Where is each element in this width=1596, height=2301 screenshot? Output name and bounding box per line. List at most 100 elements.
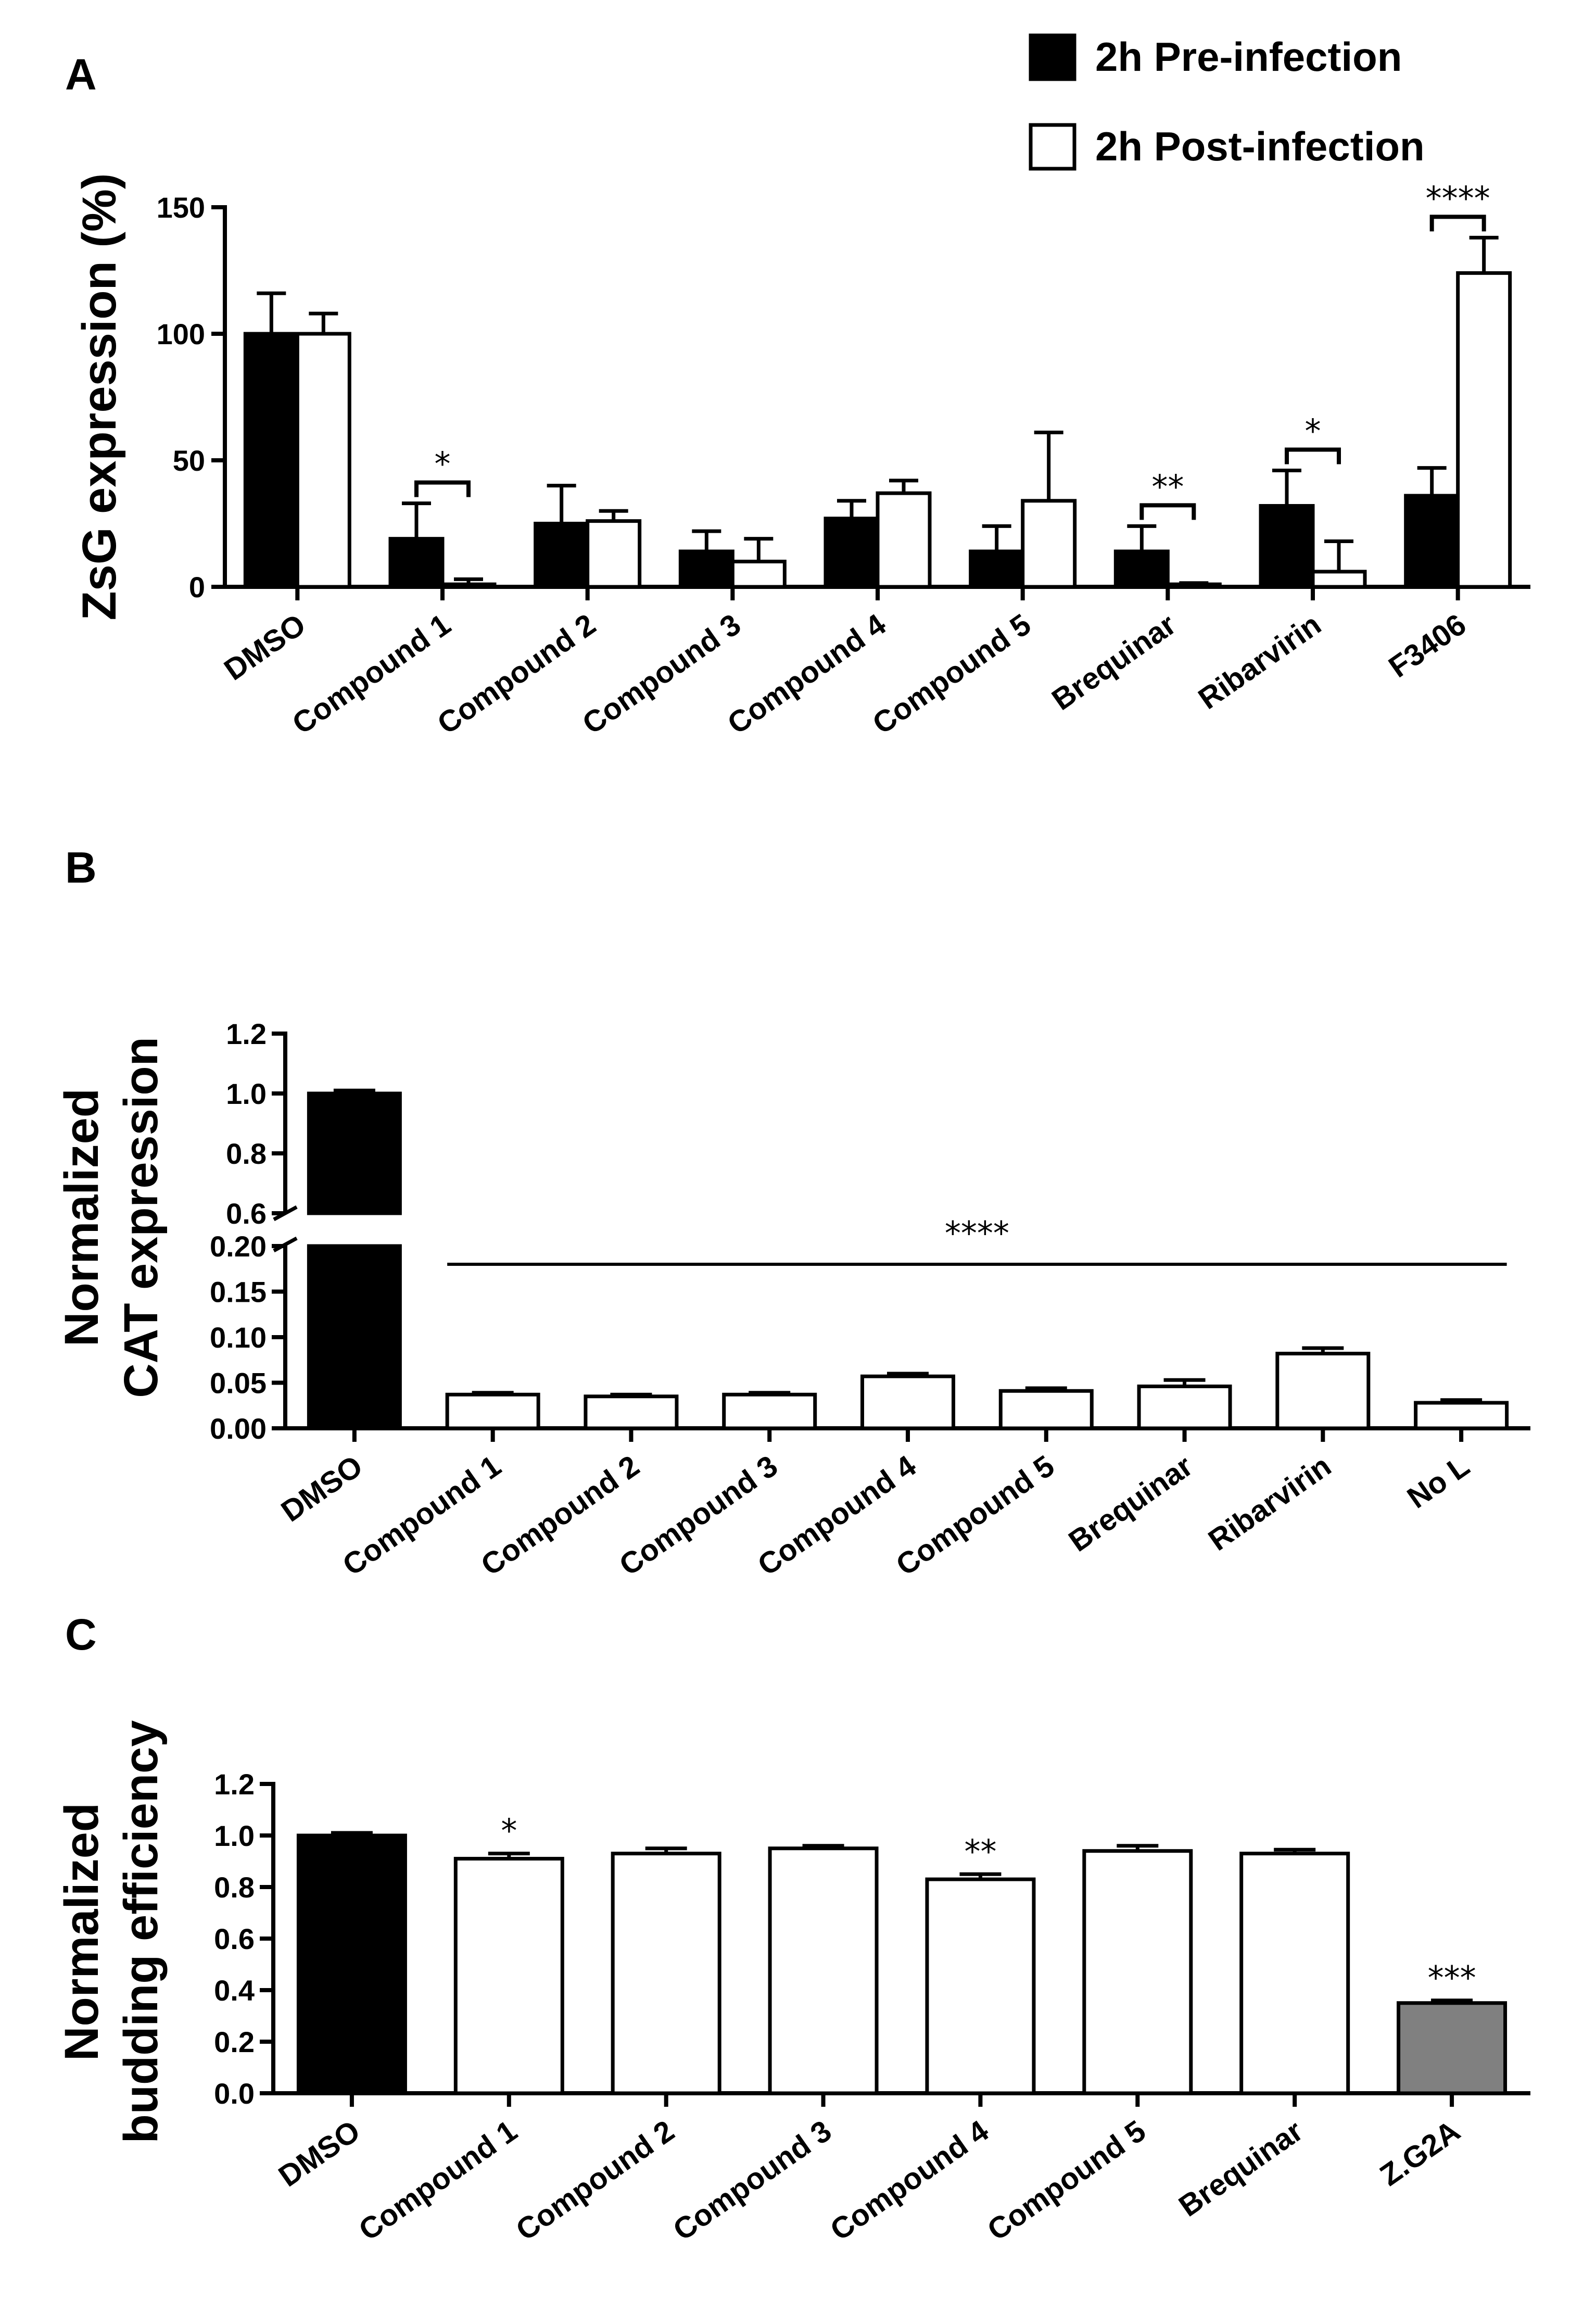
significance-label: ****: [945, 1214, 1009, 1252]
significance-bracket-f3406: [1429, 215, 1486, 232]
significance-label-compound-1: *: [435, 445, 451, 483]
bar-compound-4: [860, 1374, 955, 1430]
bar-post-compound-1: [440, 582, 497, 589]
bar-compound-3: [722, 1392, 817, 1430]
category-label-compound-4: Compound 4: [721, 607, 892, 741]
significance-bracket-brequinar: [1139, 503, 1196, 520]
category-label-brequinar: Brequinar: [1173, 2114, 1309, 2223]
significance-label-compound-1: *: [501, 1812, 517, 1850]
significance-label-z-g2a: ***: [1428, 1959, 1476, 1997]
category-label-ribarvirin: Ribarvirin: [1202, 1449, 1337, 1557]
bar-z-g2a: [1397, 2001, 1508, 2095]
bar-post-dmso: [295, 332, 351, 589]
y-tick-label-3: 150: [157, 191, 205, 224]
category-label-dmso: DMSO: [273, 2114, 366, 2193]
category-label-compound-4: Compound 4: [824, 2114, 995, 2247]
bar-compound-4: [925, 1877, 1036, 2095]
bar-ribarvirin: [1275, 1352, 1371, 1430]
bar-compound-1: [445, 1392, 540, 1430]
y-axis-label: ZsG expression (%): [73, 173, 126, 621]
y-tick-label-5: 1.0: [214, 1819, 255, 1852]
category-label-f3406: F3406: [1383, 607, 1472, 684]
y-tick-label-2: 0.4: [214, 1974, 255, 2007]
significance-label-f3406: ****: [1426, 179, 1490, 217]
y-tick-label-4: 0.8: [214, 1871, 255, 1904]
y-tick-label-upper-1: 0.8: [226, 1137, 267, 1170]
bar-post-brequinar: [1166, 582, 1222, 589]
bar-upper-dmso: [307, 1091, 402, 1215]
bar-pre-compound-5: [969, 549, 1025, 589]
category-label-compound-3: Compound 3: [667, 2114, 838, 2247]
category-label-compound-2: Compound 2: [432, 607, 602, 741]
y-axis-label-line2: CAT expression: [115, 1037, 168, 1398]
panel-label-a: A: [65, 50, 97, 99]
bar-post-compound-4: [876, 491, 932, 589]
bar-lower-dmso: [307, 1244, 402, 1430]
legend-label-pre: 2h Pre-infection: [1095, 34, 1402, 80]
y-tick-label-lower-1: 0.05: [210, 1367, 267, 1400]
chart-panel-b: 0.6 0.8 1.0 1.2 0.00 0.05 0.10 0.15 0.20 Normaliz…: [55, 1017, 1530, 1582]
category-label-z-g2a: Z.G2A: [1374, 2114, 1466, 2192]
y-tick-label-3: 0.6: [214, 1922, 255, 1955]
y-tick-label-1: 0.2: [214, 2026, 255, 2058]
category-label-compound-5: Compound 5: [981, 2114, 1152, 2247]
category-label-compound-5: Compound 5: [867, 607, 1037, 741]
bar-post-compound-5: [1021, 499, 1077, 589]
legend-label-post: 2h Post-infection: [1095, 123, 1425, 169]
bar-compound-2: [611, 1852, 721, 2095]
legend-swatch-post: [1029, 123, 1076, 171]
y-tick-label-6: 1.2: [214, 1768, 255, 1801]
category-label-brequinar: Brequinar: [1062, 1449, 1199, 1558]
category-label-compound-3: Compound 3: [576, 607, 747, 741]
legend-swatch-pre: [1029, 33, 1076, 81]
bar-dmso: [296, 1833, 407, 2095]
bar-post-compound-3: [730, 559, 787, 589]
y-tick-label-1: 50: [173, 444, 205, 477]
bar-compound-3: [768, 1846, 879, 2095]
bar-post-compound-2: [586, 519, 642, 589]
bar-compound-5: [998, 1389, 1094, 1430]
y-tick-label-0: 0: [189, 571, 205, 603]
category-label-compound-1: Compound 1: [353, 2114, 524, 2247]
panel-label-b: B: [65, 843, 97, 892]
significance-label-brequinar: **: [1151, 468, 1184, 506]
bar-post-f3406: [1456, 271, 1512, 589]
category-label-brequinar: Brequinar: [1046, 607, 1182, 716]
bar-pre-f3406: [1404, 494, 1460, 589]
y-tick-label-upper-3: 1.2: [226, 1017, 267, 1050]
y-axis-label-line2: budding efficiency: [115, 1720, 168, 2144]
bar-pre-compound-3: [678, 549, 734, 589]
y-axis-label-line1: Normalized: [55, 1088, 108, 1347]
category-label-dmso: DMSO: [275, 1449, 369, 1528]
bar-compound-5: [1082, 1849, 1193, 2095]
y-tick-label-2: 100: [157, 318, 205, 350]
y-tick-label-lower-0: 0.00: [210, 1412, 267, 1445]
bar-pre-compound-4: [824, 517, 880, 589]
panel-label-c: C: [65, 1610, 97, 1659]
category-label-dmso: DMSO: [218, 607, 312, 687]
significance-bracket-ribarvirin: [1285, 447, 1341, 464]
y-tick-label-0: 0.0: [214, 2077, 255, 2110]
y-tick-label-upper-2: 1.0: [226, 1077, 267, 1110]
significance-label-compound-4: **: [964, 1832, 996, 1870]
significance-bracket-compound-1: [414, 480, 471, 497]
y-tick-label-lower-3: 0.15: [210, 1276, 267, 1309]
bar-pre-compound-1: [388, 537, 445, 589]
category-label-ribarvirin: Ribarvirin: [1192, 607, 1327, 716]
bar-brequinar: [1137, 1385, 1232, 1430]
y-tick-label-lower-4: 0.20: [210, 1230, 267, 1263]
chart-panel-c: 0.0 0.2 0.4 0.6 0.8 1.0 1.2 Normalized budding e…: [55, 1720, 1530, 2247]
bar-pre-dmso: [243, 332, 299, 589]
y-tick-label-lower-2: 0.10: [210, 1321, 267, 1354]
y-axis-label-line1: Normalized: [55, 1803, 108, 2061]
bar-pre-compound-2: [534, 522, 590, 589]
bar-brequinar: [1239, 1852, 1350, 2095]
significance-label-ribarvirin: *: [1305, 412, 1321, 450]
bar-pre-ribarvirin: [1259, 504, 1315, 589]
category-label-compound-2: Compound 2: [510, 2114, 681, 2247]
bar-no-l: [1414, 1401, 1509, 1430]
category-label-compound-1: Compound 1: [286, 607, 457, 741]
bar-compound-1: [453, 1857, 564, 2095]
